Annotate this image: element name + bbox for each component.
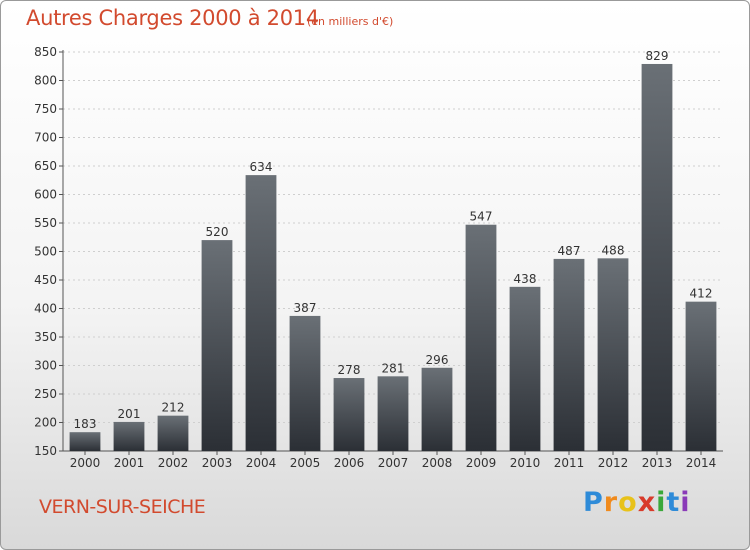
- logo-letter: i: [680, 487, 691, 518]
- y-tick-label: 350: [34, 330, 57, 344]
- y-tick-label: 600: [34, 188, 57, 202]
- chart-subtitle: (en milliers d'€): [307, 15, 394, 28]
- x-tick-label-2006: 2006: [334, 456, 365, 470]
- data-label-2012: 488: [602, 243, 625, 257]
- logo-letter: t: [666, 487, 681, 518]
- data-label-2008: 296: [426, 353, 449, 367]
- chart-title: Autres Charges 2000 à 2014: [26, 6, 319, 30]
- data-label-2009: 547: [470, 210, 493, 224]
- data-label-2001: 201: [118, 407, 141, 421]
- data-label-2007: 281: [382, 361, 405, 375]
- logo-letter: P: [583, 487, 604, 518]
- bar-2001: [113, 421, 145, 451]
- bar-2005: [289, 315, 321, 451]
- x-tick-label-2009: 2009: [466, 456, 497, 470]
- x-tick-label-2011: 2011: [554, 456, 585, 470]
- y-tick-label: 450: [34, 273, 57, 287]
- y-tick-label: 800: [34, 74, 57, 88]
- bar-2012: [597, 258, 629, 451]
- logo-letter: o: [618, 487, 638, 518]
- data-label-2013: 829: [646, 49, 669, 63]
- data-label-2002: 212: [162, 401, 185, 415]
- bar-2003: [201, 240, 233, 451]
- bar-2011: [553, 258, 585, 451]
- data-label-2010: 438: [514, 272, 537, 286]
- bar-2007: [377, 376, 409, 451]
- x-tick-label-2000: 2000: [70, 456, 101, 470]
- data-label-2004: 634: [250, 160, 273, 174]
- y-tick-label: 550: [34, 216, 57, 230]
- y-tick-label: 150: [34, 444, 57, 458]
- logo-letter: i: [656, 487, 667, 518]
- x-tick-label-2002: 2002: [158, 456, 189, 470]
- x-tick-label-2008: 2008: [422, 456, 453, 470]
- y-tick-label: 850: [34, 45, 57, 59]
- commune-name: VERN-SUR-SEICHE: [39, 496, 206, 518]
- y-tick-label: 650: [34, 159, 57, 173]
- logo-letter: x: [637, 487, 657, 518]
- bars: [69, 63, 717, 451]
- bar-2014: [685, 301, 717, 451]
- data-labels: 183 201 212 520 634 387 278 281 296 547 438 487 488 8…: [74, 49, 713, 431]
- data-label-2005: 387: [294, 301, 317, 315]
- x-tick-label-2004: 2004: [246, 456, 277, 470]
- x-tick-label-2001: 2001: [114, 456, 145, 470]
- axes: 150 200 250 300 350 400 450 500 550 600 650 700 750 8…: [34, 45, 723, 470]
- data-label-2006: 278: [338, 363, 361, 377]
- y-tick-label: 750: [34, 102, 57, 116]
- bar-2004: [245, 175, 277, 451]
- y-tick-label: 300: [34, 359, 57, 373]
- y-tick-label: 500: [34, 245, 57, 259]
- y-tick-label: 700: [34, 131, 57, 145]
- bar-2010: [509, 286, 541, 451]
- bar-2006: [333, 378, 365, 451]
- y-tick-label: 400: [34, 302, 57, 316]
- y-tick-label: 200: [34, 416, 57, 430]
- data-label-2011: 487: [558, 244, 581, 258]
- y-tick-label: 250: [34, 387, 57, 401]
- bar-2000: [69, 432, 101, 451]
- proxiti-logo: Proxiti: [583, 487, 691, 518]
- x-tick-label-2003: 2003: [202, 456, 233, 470]
- data-label-2003: 520: [206, 225, 229, 239]
- bar-2008: [421, 367, 453, 451]
- x-tick-label-2013: 2013: [642, 456, 673, 470]
- data-label-2000: 183: [74, 417, 97, 431]
- x-tick-label-2005: 2005: [290, 456, 321, 470]
- x-tick-label-2012: 2012: [598, 456, 629, 470]
- bar-2013: [641, 63, 673, 451]
- x-tick-label-2007: 2007: [378, 456, 409, 470]
- x-tick-label-2014: 2014: [686, 456, 717, 470]
- bar-2009: [465, 224, 497, 451]
- data-label-2014: 412: [690, 287, 713, 301]
- x-tick-label-2010: 2010: [510, 456, 541, 470]
- logo-letter: r: [603, 487, 619, 518]
- bar-2002: [157, 415, 189, 451]
